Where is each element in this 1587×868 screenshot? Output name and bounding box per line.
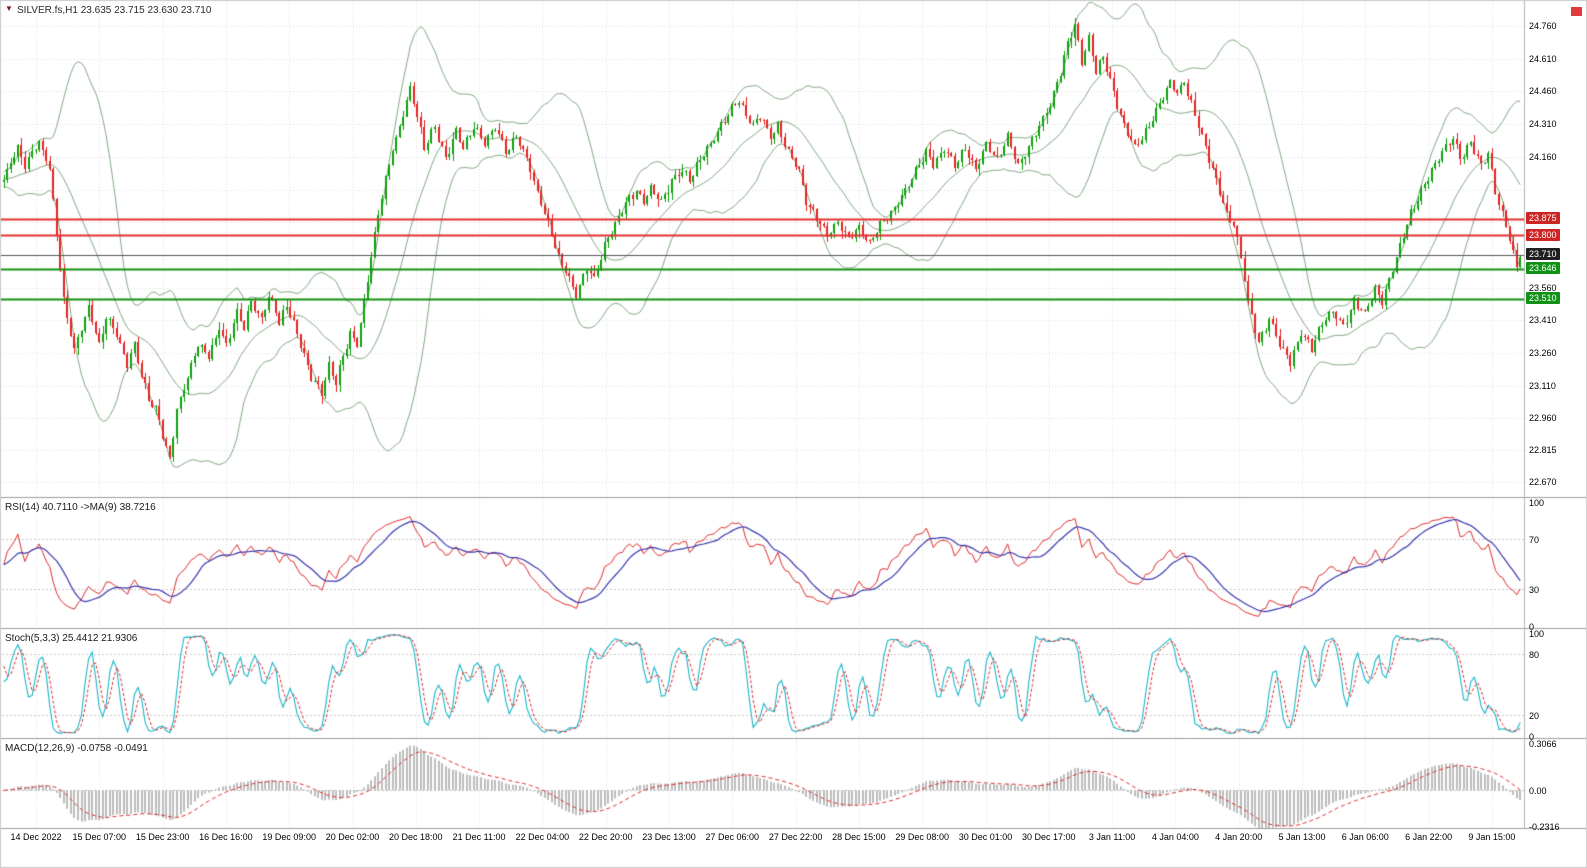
- chart-canvas[interactable]: [0, 0, 1587, 868]
- trading-chart-window: ▼ SILVER.fs,H1 23.635 23.715 23.630 23.7…: [0, 0, 1587, 868]
